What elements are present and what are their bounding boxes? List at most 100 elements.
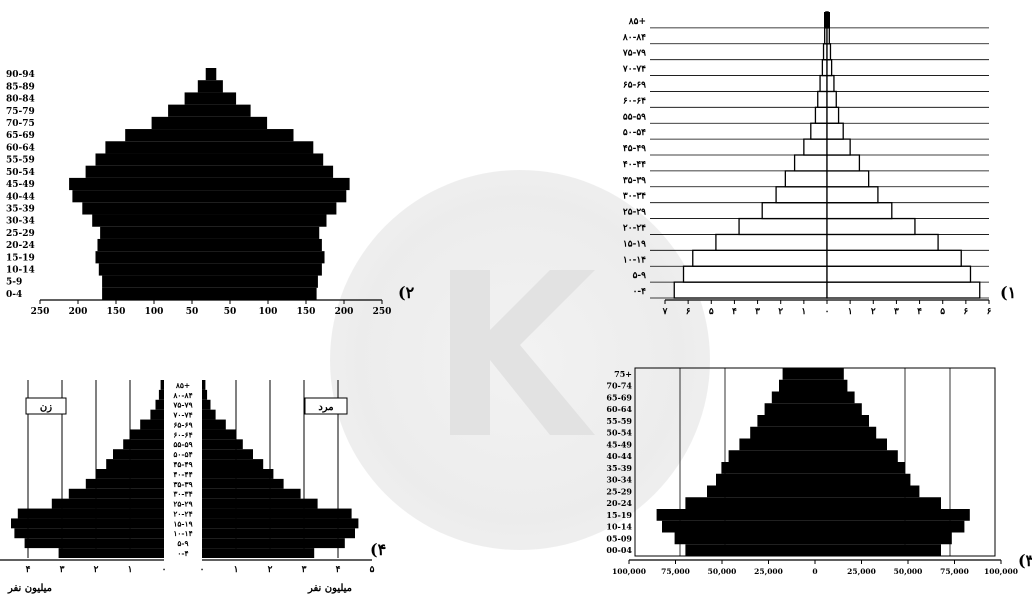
p3-x-tick-label: 25,000	[847, 567, 876, 576]
p2-x-tick-label: 200	[69, 307, 88, 317]
p4-bar-female	[160, 380, 164, 390]
p2-bar-right	[211, 238, 322, 252]
p3-panel-number: (۳	[1018, 551, 1032, 570]
p4-bar-female	[155, 399, 164, 410]
p4-x-tick-label-left: ۲	[94, 565, 99, 575]
p2-bar-left	[102, 287, 211, 300]
p3-x-tick-label: 0	[812, 567, 817, 576]
p4-x-tick-label-left: ۱	[128, 565, 133, 575]
p1-category-label: ۷۵-۷۹	[622, 49, 646, 59]
p1-x-tick-label: ۶	[987, 307, 992, 317]
p1-x-tick-label: ۵	[940, 307, 945, 317]
p4-bar-male	[202, 399, 211, 410]
p3-x-tick-label: 75,000	[661, 567, 690, 576]
p4-category-label: ۸۵+	[175, 381, 190, 390]
p1-bar-left	[821, 59, 828, 77]
p2-category-label: 65-69	[6, 131, 35, 141]
p3-bar-right	[815, 403, 862, 415]
p4-xlabel-right: میلیون نفر	[307, 583, 352, 594]
p1-bar-left	[793, 154, 828, 172]
p3-bar-left	[779, 379, 815, 392]
p2-category-label: 90-94	[6, 70, 35, 80]
p1-bar-left	[817, 90, 828, 108]
p1-bar-left	[761, 202, 828, 220]
p1-x-tick-label: ۲	[778, 307, 783, 317]
p1-category-label: ۸۵+	[628, 17, 646, 27]
p1-category-label: ۱۵-۱۹	[623, 239, 646, 249]
p3-bar-left	[739, 438, 815, 451]
p4-bar-female	[130, 429, 164, 440]
p2-x-tick-label: 150	[297, 307, 316, 317]
p4-category-label: ۱۰-۱۴	[173, 529, 192, 538]
p2-bar-right	[211, 141, 314, 154]
p2-category-label: 40-44	[6, 192, 35, 202]
p4-bar-female	[85, 478, 164, 489]
p4-bar-male	[202, 548, 315, 558]
p2-bar-left	[102, 275, 211, 288]
p1-x-tick-label: ۶	[963, 307, 968, 317]
p3-category-label: 15-19	[606, 510, 632, 520]
p3-category-label: 60-64	[606, 404, 632, 414]
p1-bar-right	[826, 59, 833, 77]
p2-bar-right	[211, 214, 327, 227]
p1-bar-left	[715, 233, 828, 251]
p2-bar-right	[211, 92, 237, 105]
p4-bar-male	[202, 528, 355, 539]
p4-x-tick-label-left: ۰	[162, 565, 167, 575]
p3-bar-left	[728, 450, 815, 462]
p2-bar-right	[211, 165, 334, 178]
p4-bar-male	[202, 488, 301, 499]
p3-bar-left	[757, 415, 815, 427]
p4-x-tick-label-right: ۴	[336, 565, 341, 575]
p2-bar-left	[85, 165, 211, 178]
p2-x-tick-label: 250	[373, 307, 392, 317]
p2-bar-left	[82, 202, 211, 215]
p4-category-label: ۵-۹	[177, 539, 189, 548]
p1-category-label: ۲۰-۲۴	[623, 223, 646, 233]
p1-bar-right	[826, 74, 835, 93]
p4-category-label: ۴۰-۴۴	[173, 470, 192, 479]
p2-category-label: 75-79	[6, 107, 35, 117]
p3-category-label: 70-74	[606, 381, 632, 391]
p1-bar-right	[826, 170, 870, 188]
p1-bar-left	[803, 138, 828, 156]
p4-bar-female	[158, 389, 164, 400]
p4-bar-female	[51, 498, 164, 509]
p3-bar-right	[815, 368, 844, 380]
p2-bar-left	[168, 104, 211, 117]
p2-bar-left	[125, 129, 211, 142]
p2-category-label: 15-19	[6, 253, 35, 263]
p3-category-label: 55-59	[606, 416, 632, 426]
p4-legend-label-female: زن	[40, 402, 52, 413]
p2-bar-left	[197, 80, 211, 93]
p2-category-label: 20-24	[6, 241, 35, 251]
p2-bar-right	[211, 177, 350, 191]
p4-bar-male	[202, 389, 208, 400]
p3-category-label: 00-04	[606, 545, 632, 555]
p4-bar-female	[96, 469, 164, 479]
p1-bar-top	[824, 12, 830, 28]
p3-category-label: 45-49	[606, 439, 632, 449]
p4-category-label: ۷۰-۷۴	[172, 411, 192, 420]
p3-bar-left	[685, 544, 815, 556]
p4-bar-male	[202, 439, 243, 450]
p3-x-tick-label: 75,000	[940, 567, 969, 576]
p3-x-tick-label: 50,000	[894, 567, 923, 576]
p1-bar-left	[784, 170, 828, 188]
p4-bar-male	[202, 518, 359, 529]
p4-bar-male	[202, 380, 206, 390]
p4-x-tick-label-left: ۴	[26, 565, 31, 575]
p4-category-label: ۱۵-۱۹	[173, 519, 193, 528]
p2-x-tick-label: 100	[259, 307, 278, 317]
p4-category-label: ۸۰-۸۴	[172, 391, 192, 400]
p1-panel-number: (۱	[1000, 283, 1016, 302]
p3-bar-left	[750, 426, 815, 439]
p4-x-tick-label-right: ۱	[234, 565, 239, 575]
p3-category-label: 05-09	[606, 533, 632, 543]
p1-bar-right	[826, 281, 981, 299]
p1-category-label: ۳۰-۳۴	[623, 192, 646, 202]
p1-bar-right	[826, 90, 837, 108]
p3-category-label: 40-44	[606, 451, 632, 461]
p3-bar-left	[662, 520, 815, 533]
p4-bar-female	[17, 508, 164, 519]
